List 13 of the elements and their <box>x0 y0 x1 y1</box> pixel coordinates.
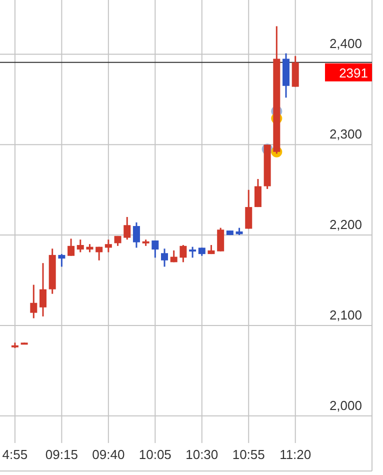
y-tick-label: 2,100 <box>329 307 362 322</box>
x-tick-label: 09:40 <box>92 447 125 462</box>
x-tick-label: 10:55 <box>232 447 265 462</box>
x-tick-label: 4:55 <box>2 447 28 462</box>
x-tick-label: 10:30 <box>186 447 218 462</box>
y-tick-label: 2,200 <box>329 217 362 232</box>
y-tick-label: 2,000 <box>329 398 362 413</box>
x-tick-label: 11:20 <box>280 447 312 462</box>
x-tick-label: 10:05 <box>138 447 172 462</box>
x-tick-label: 09:15 <box>45 447 78 462</box>
y-tick-label: 2,400 <box>329 36 362 52</box>
ref-line-label: 2391 <box>339 65 368 80</box>
y-tick-label: 2,300 <box>329 126 362 142</box>
